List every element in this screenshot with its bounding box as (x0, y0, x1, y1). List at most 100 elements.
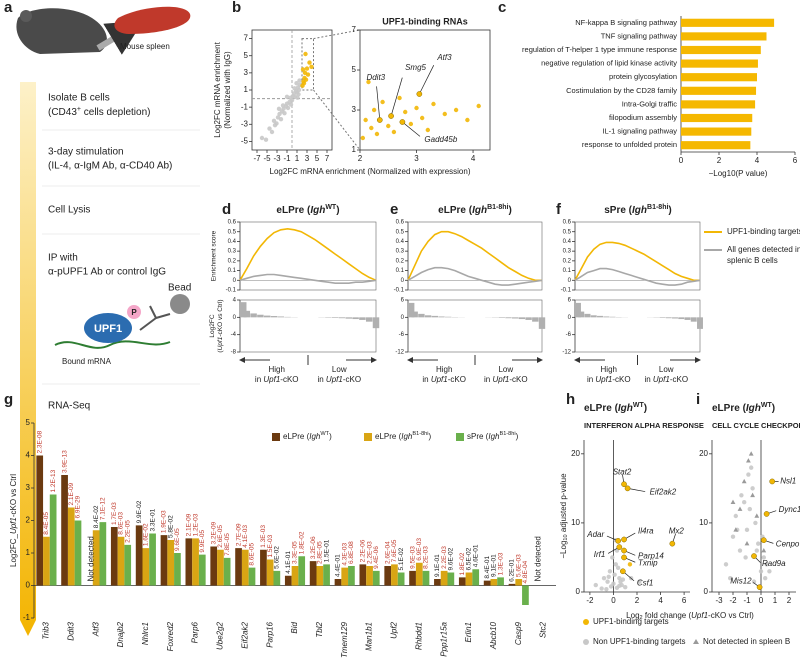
bar (681, 86, 757, 95)
rank-bar (697, 317, 703, 329)
p-value-label: 2.8E-05 (317, 541, 324, 564)
y-tick-label: -0.1 (226, 288, 237, 294)
legend-label-part: Igh (309, 432, 321, 441)
point (442, 111, 447, 117)
direction-label: in Upf1-cKO (644, 375, 688, 384)
bar (36, 455, 44, 586)
y-tick-label: 0.6 (228, 220, 237, 226)
point (292, 86, 297, 91)
point (303, 51, 308, 57)
point (269, 129, 275, 135)
point (750, 492, 755, 498)
direction-label: Low (659, 365, 674, 374)
chart-title-part: Igh (632, 205, 647, 216)
point (617, 583, 622, 588)
chart-title-part: WT (761, 402, 773, 409)
y-axis-title: Log2FC mRNA enrichment (213, 41, 222, 137)
annotated-point (760, 537, 767, 544)
p-value-label: 1.5E-01 (323, 539, 330, 562)
bar (434, 579, 441, 586)
point (737, 548, 743, 553)
legend-label-part: WT (320, 431, 329, 437)
point (300, 67, 306, 72)
y-tick-label: 6 (568, 298, 572, 304)
chart-title: eLPre (IghWT) (712, 402, 775, 414)
y-tick-label: 0 (568, 315, 572, 321)
rank-bar (257, 314, 264, 318)
legend-label-part: eLPre ( (375, 432, 402, 441)
bar (185, 538, 193, 586)
x-axis-title: −Log10(P value) (709, 169, 768, 178)
point (761, 555, 766, 560)
point (620, 577, 626, 582)
direction-label-part: Upf1 (263, 375, 280, 384)
category-label: Ube2g2 (216, 621, 225, 650)
y-tick-label: 7 (244, 34, 249, 43)
bar (49, 494, 57, 586)
rank-bar (597, 315, 603, 318)
point (288, 102, 294, 107)
legend-label-part: ) (516, 432, 519, 441)
step-note: (IL-4, α-IgM Ab, α-CD40 Ab) (48, 161, 172, 172)
rank-bar (263, 315, 271, 318)
chart-title-part: Igh (618, 403, 633, 414)
rank-bar (411, 311, 418, 318)
p-value-label: 3.2E-06 (310, 536, 317, 559)
step-note: (CD43+ cells depletion) (48, 106, 150, 118)
direction-label: in Upf1-cKO (317, 375, 361, 384)
rank-bar (331, 317, 339, 318)
direction-label-part: in (644, 375, 652, 384)
category-label: Ddit3 (66, 621, 75, 640)
y-tick-label: 0.3 (228, 249, 237, 255)
y-tick-label: 0.2 (563, 258, 572, 264)
category-label: Bid (290, 621, 299, 633)
y-tick-label: 0.4 (563, 239, 572, 245)
p-value-label: 2.1E-09 (68, 482, 75, 505)
rank-bar (352, 317, 359, 320)
rank-bar (590, 315, 597, 318)
y-tick-label: 0.2 (396, 258, 405, 264)
point-label: Ddit3 (366, 73, 385, 82)
bar (74, 520, 82, 586)
point (465, 117, 470, 123)
category-label: Erlin1 (464, 622, 473, 642)
point (278, 116, 284, 122)
y-tick-label: 5 (26, 418, 31, 427)
p-value-label: 9.5E-03 (409, 546, 416, 569)
annotated-point (621, 554, 627, 561)
mrna-label: Bound mRNA (62, 357, 112, 366)
chart-title: eLPre (IghB1-8hi) (438, 204, 512, 216)
bar (260, 549, 267, 586)
point (607, 569, 613, 574)
rank-bar (243, 310, 251, 318)
chart-title: sPre (IghB1-8hi) (604, 204, 672, 216)
p-value-label: 9.1E-01 (491, 554, 498, 577)
step-note: α-pUPF1 Ab or control IgG (48, 267, 166, 278)
y-tick-label: 0 (401, 315, 405, 321)
bar (458, 577, 466, 586)
point (723, 562, 729, 567)
bar (681, 113, 753, 123)
p-value-label: 2.2E-05 (124, 520, 131, 543)
y-tick-label: 0 (401, 278, 405, 284)
direction-label-part: Low (498, 365, 513, 374)
bar (497, 577, 504, 586)
legend-swatch (456, 433, 464, 441)
y-tick-label: 1 (244, 85, 249, 94)
point (301, 80, 307, 86)
y-tick-label: -6 (566, 332, 572, 338)
y-tick-label: 3 (352, 105, 357, 114)
y-tick-label: 0.1 (396, 268, 405, 274)
chart-title-part: ) (772, 403, 775, 414)
chart-title-part: eLPre ( (584, 403, 619, 414)
category-label: filopodium assembly (609, 113, 677, 122)
direction-label-part: Low (332, 365, 347, 374)
bar (348, 566, 355, 586)
bar (681, 59, 758, 68)
point (295, 95, 300, 100)
curve (239, 273, 377, 284)
legend-label: Not detected in spleen B (703, 637, 790, 646)
y-axis-title-part: −Log (559, 541, 568, 559)
y-tick-label: 1 (26, 548, 31, 557)
category-label: Tmem129 (340, 621, 349, 658)
